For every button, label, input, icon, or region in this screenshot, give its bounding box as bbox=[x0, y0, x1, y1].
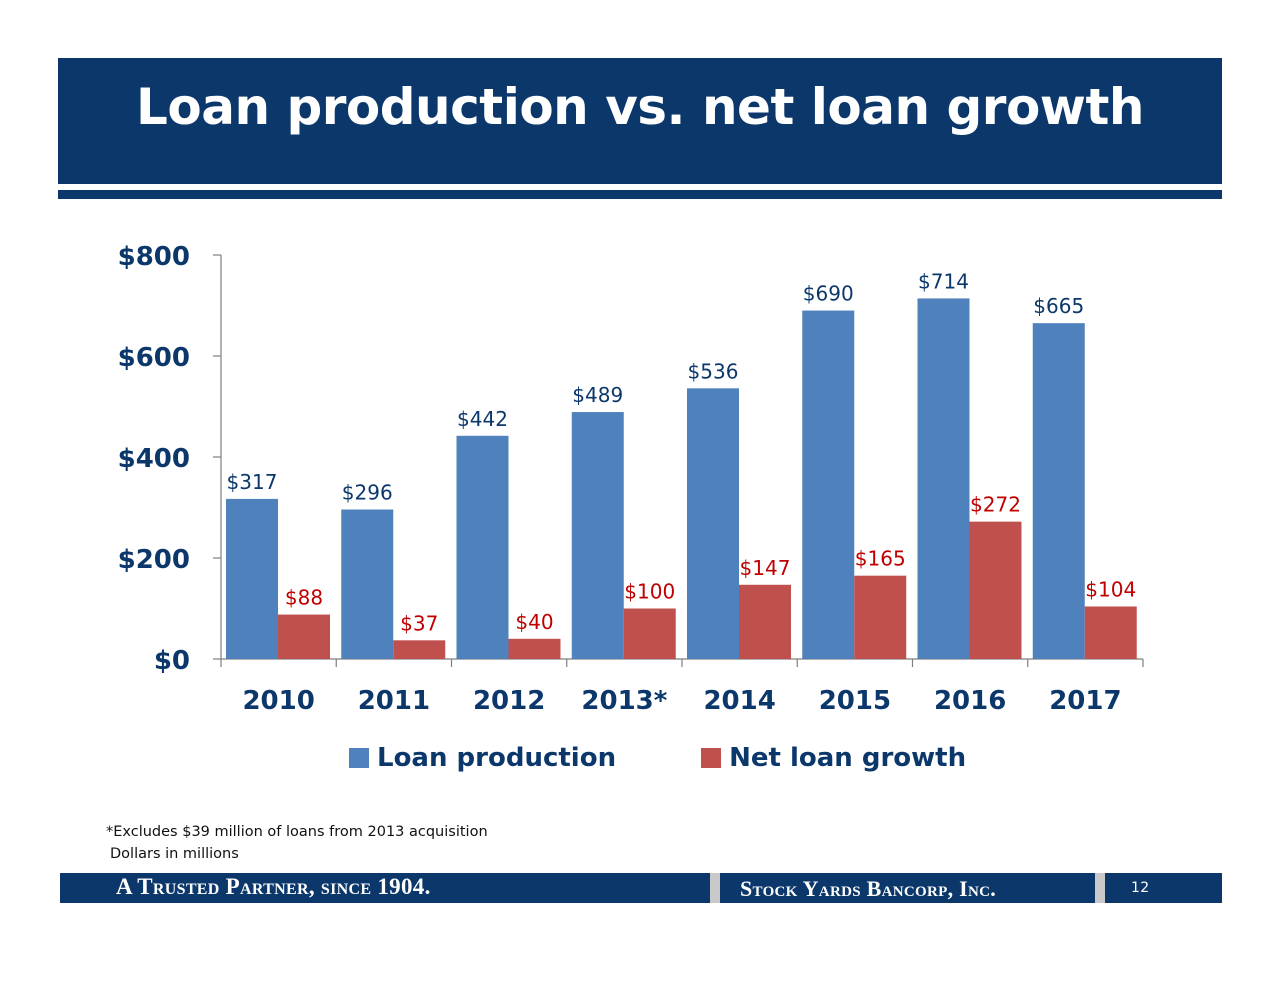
footer-page-bar bbox=[1105, 873, 1222, 903]
y-tick-label: $800 bbox=[118, 242, 190, 272]
x-tick-label: 2013* bbox=[581, 686, 667, 716]
data-label-loan-production: $317 bbox=[227, 470, 278, 494]
x-tick-label: 2012 bbox=[473, 686, 545, 716]
footer-tagline: A Trusted Partner, since 1904. bbox=[116, 874, 431, 899]
data-label-net-loan-growth: $104 bbox=[1085, 577, 1136, 601]
footnote-acquisition: *Excludes $39 million of loans from 2013… bbox=[106, 824, 488, 840]
bar-net-loan-growth bbox=[854, 575, 907, 659]
bar-loan-production bbox=[687, 388, 739, 659]
bar-net-loan-growth bbox=[508, 638, 561, 659]
data-label-loan-production: $536 bbox=[688, 359, 739, 383]
legend-swatch-loan-production bbox=[349, 748, 369, 768]
legend-label-net-loan-growth: Net loan growth bbox=[729, 743, 967, 773]
bar-loan-production bbox=[802, 310, 855, 659]
footnote-units: Dollars in millions bbox=[110, 846, 239, 862]
bar-net-loan-growth bbox=[278, 614, 330, 659]
page-title: Loan production vs. net loan growth bbox=[136, 78, 1144, 136]
bar-net-loan-growth bbox=[969, 521, 1022, 659]
y-tick-label: $600 bbox=[118, 343, 190, 373]
bar-net-loan-growth bbox=[1084, 606, 1137, 659]
bar-loan-production bbox=[226, 498, 278, 659]
x-tick-label: 2015 bbox=[819, 686, 891, 716]
footer-company-bar bbox=[720, 873, 1095, 903]
legend-label-loan-production: Loan production bbox=[377, 743, 617, 773]
footer-separator bbox=[710, 873, 720, 903]
legend-item-loan-production: Loan production bbox=[349, 743, 616, 773]
x-tick-label: 2014 bbox=[703, 686, 775, 716]
x-tick-label: 2010 bbox=[242, 686, 314, 716]
footer-company-name: Stock Yards Bancorp, Inc. bbox=[740, 876, 997, 901]
x-tick-label: 2011 bbox=[358, 686, 430, 716]
legend-item-net-loan-growth: Net loan growth bbox=[701, 743, 966, 773]
legend-swatch-net-loan-growth bbox=[701, 748, 722, 768]
y-tick-label: $0 bbox=[154, 646, 190, 676]
bar-loan-production bbox=[571, 412, 624, 659]
data-label-net-loan-growth: $100 bbox=[624, 580, 675, 604]
x-tick-label: 2017 bbox=[1049, 686, 1121, 716]
bar-net-loan-growth bbox=[739, 584, 791, 659]
data-label-net-loan-growth: $37 bbox=[400, 611, 438, 635]
data-label-net-loan-growth: $165 bbox=[855, 547, 906, 571]
bar-loan-production bbox=[456, 435, 509, 659]
data-label-loan-production: $690 bbox=[803, 282, 854, 306]
data-label-loan-production: $442 bbox=[457, 407, 508, 431]
footer-separator bbox=[1095, 873, 1105, 903]
data-label-loan-production: $665 bbox=[1033, 294, 1084, 318]
bar-chart: $0 $200 $400 $600 $800 $317 $88 2010 $296 $37 2011… bbox=[118, 242, 1144, 716]
title-banner: Loan production vs. net loan growth bbox=[58, 58, 1222, 184]
bar-loan-production bbox=[341, 509, 394, 659]
data-label-net-loan-growth: $40 bbox=[515, 610, 553, 634]
bar-loan-production bbox=[917, 298, 970, 659]
data-label-loan-production: $714 bbox=[918, 269, 969, 293]
y-tick-label: $400 bbox=[118, 444, 190, 474]
data-label-loan-production: $489 bbox=[572, 383, 623, 407]
bar-net-loan-growth bbox=[623, 608, 676, 659]
footer-tagline-bar bbox=[60, 873, 710, 903]
bar-net-loan-growth bbox=[393, 640, 446, 659]
page-number: 12 bbox=[1131, 880, 1150, 896]
chart-legend: Loan production Net loan growth bbox=[349, 740, 966, 776]
y-tick-label: $200 bbox=[118, 545, 190, 575]
data-label-loan-production: $296 bbox=[342, 481, 393, 505]
data-label-net-loan-growth: $272 bbox=[970, 493, 1021, 517]
data-label-net-loan-growth: $88 bbox=[285, 586, 323, 610]
data-label-net-loan-growth: $147 bbox=[740, 556, 791, 580]
x-tick-label: 2016 bbox=[934, 686, 1006, 716]
bar-loan-production bbox=[1032, 323, 1085, 659]
title-divider bbox=[58, 190, 1222, 199]
